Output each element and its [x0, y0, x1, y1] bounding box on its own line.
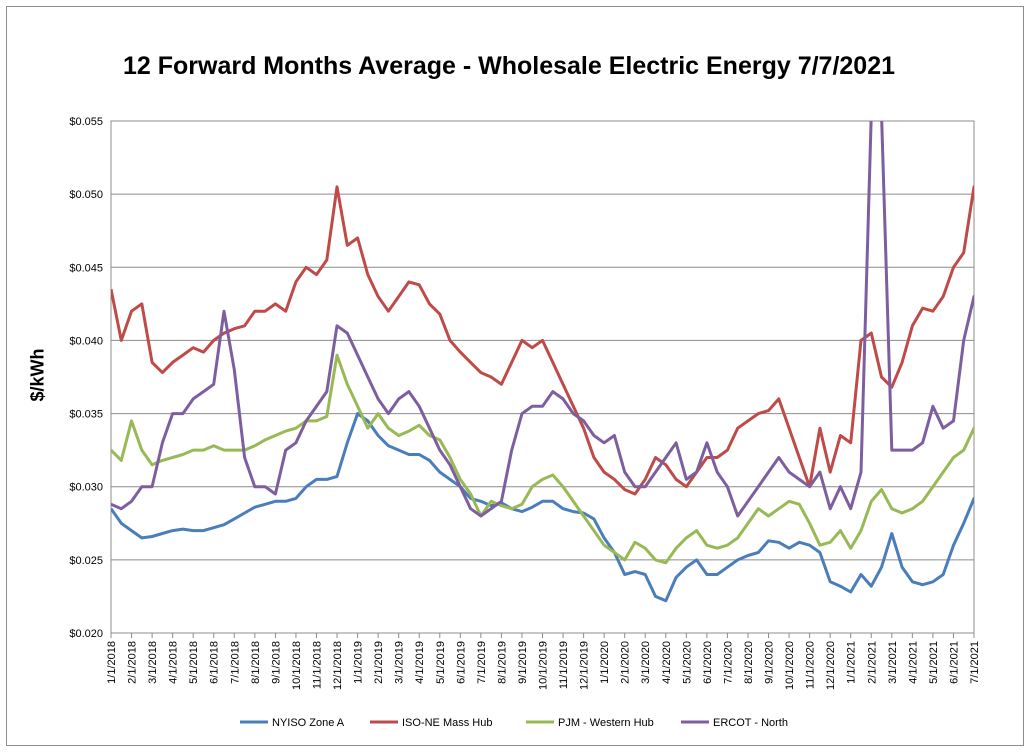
legend-label: ERCOT - North — [713, 717, 788, 729]
x-tick-label: 8/1/2020 — [743, 641, 755, 684]
x-tick-label: 4/1/2019 — [414, 641, 426, 684]
x-tick-label: 1/1/2020 — [599, 641, 611, 684]
x-tick-label: 12/1/2020 — [825, 641, 837, 690]
x-tick-label: 5/1/2019 — [435, 641, 447, 684]
x-tick-label: 5/1/2018 — [188, 641, 200, 684]
x-tick-label: 11/1/2018 — [311, 641, 323, 689]
x-tick-label: 6/1/2018 — [209, 641, 221, 684]
x-tick-label: 6/1/2021 — [948, 641, 960, 684]
y-tick-label: $0.055 — [69, 116, 103, 128]
chart-frame — [6, 6, 1024, 746]
x-tick-label: 4/1/2020 — [661, 641, 673, 684]
x-tick-label: 7/1/2021 — [969, 641, 981, 684]
x-tick-label: 7/1/2020 — [722, 641, 734, 684]
series-line-0 — [111, 412, 974, 603]
x-tick-label: 6/1/2020 — [702, 641, 714, 684]
x-tick-label: 3/1/2021 — [887, 641, 899, 684]
series-line-3 — [111, 121, 974, 518]
x-tick-label: 9/1/2019 — [517, 641, 529, 684]
y-tick-labels: $0.020 $0.025 $0.030 $0.035 $0.040 $0.045 $0.0… — [69, 116, 103, 640]
series-line-2 — [111, 353, 974, 565]
legend: NYISO Zone A ISO-NE Mass Hub PJM - Western… — [240, 717, 788, 729]
legend-label: NYISO Zone A — [272, 717, 345, 729]
x-tick-label: 11/1/2019 — [558, 641, 570, 689]
x-tick-label: 10/1/2019 — [538, 641, 550, 690]
grid-lines — [111, 120, 974, 634]
x-tick-label: 6/1/2019 — [455, 641, 467, 684]
series-line-1 — [111, 185, 974, 496]
x-tick-label: 5/1/2020 — [681, 641, 693, 684]
x-tick-label: 10/1/2020 — [784, 641, 796, 690]
plot-area-border — [110, 120, 975, 634]
x-tick-label: 9/1/2018 — [270, 641, 282, 684]
legend-label: ISO-NE Mass Hub — [402, 717, 492, 729]
x-tick-label: 5/1/2021 — [928, 641, 940, 684]
x-tick-label: 2/1/2021 — [866, 641, 878, 684]
chart-title: 12 Forward Months Average - Wholesale El… — [122, 52, 896, 80]
x-tick-label: 9/1/2020 — [764, 641, 776, 684]
x-tick-label: 7/1/2019 — [476, 641, 488, 684]
x-tick-label: 8/1/2019 — [496, 641, 508, 684]
y-tick-label: $0.020 — [69, 628, 103, 640]
x-tick-label: 2/1/2018 — [127, 641, 139, 684]
x-tick-label: 4/1/2021 — [907, 641, 919, 684]
legend-label: PJM - Western Hub — [558, 717, 654, 729]
y-tick-label: $0.050 — [69, 189, 103, 201]
x-tick-label: 3/1/2019 — [394, 641, 406, 684]
y-tick-label: $0.035 — [69, 409, 103, 421]
x-tick-label: 8/1/2018 — [250, 641, 262, 684]
x-tick-label: 7/1/2018 — [229, 641, 241, 684]
y-tick-label: $0.040 — [69, 335, 103, 347]
x-tick-labels: 1/1/2018 2/1/2018 3/1/2018 4/1/2018 5/1/2018… — [106, 633, 981, 690]
x-tick-label: 2/1/2019 — [373, 641, 385, 684]
x-tick-label: 1/1/2019 — [353, 641, 365, 684]
x-tick-label: 12/1/2018 — [332, 641, 344, 690]
x-tick-label: 1/1/2021 — [846, 641, 858, 684]
x-tick-label: 2/1/2020 — [620, 641, 632, 684]
series-lines — [111, 121, 974, 603]
y-tick-label: $0.030 — [69, 482, 103, 494]
y-tick-label: $0.045 — [69, 262, 103, 274]
x-tick-label: 1/1/2018 — [106, 641, 118, 684]
x-tick-label: 3/1/2020 — [640, 641, 652, 684]
x-tick-label: 11/1/2020 — [805, 641, 817, 689]
x-tick-label: 12/1/2019 — [579, 641, 591, 690]
x-tick-label: 3/1/2018 — [147, 641, 159, 684]
x-tick-label: 10/1/2018 — [291, 641, 303, 690]
y-tick-label: $0.025 — [69, 555, 103, 567]
x-tick-label: 4/1/2018 — [168, 641, 180, 684]
